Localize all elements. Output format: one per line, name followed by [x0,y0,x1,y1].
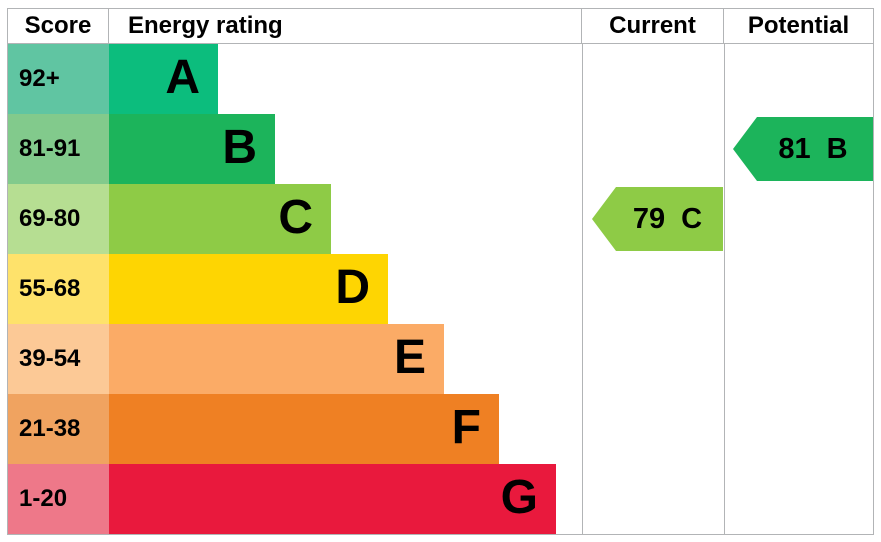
band-row-f: 21-38 F [8,394,873,464]
band-letter: F [451,401,481,454]
current-column-divider [582,44,583,534]
score-column-header: Score [8,9,109,43]
score-range-cell: 1-20 [8,464,109,534]
epc-rating-chart: Score Energy rating Current Potential 92… [7,8,874,535]
band-bar: F [109,394,499,464]
band-row-d: 55-68 D [8,254,873,324]
score-range-cell: 81-91 [8,114,109,184]
band-bar: A [109,44,218,114]
band-row-b: 81-91 B [8,114,873,184]
potential-band-letter: B [826,132,848,165]
score-range-cell: 55-68 [8,254,109,324]
band-letter: E [393,331,426,384]
band-bar: E [109,324,444,394]
current-score-value: 79 [632,202,666,235]
band-row-e: 39-54 E [8,324,873,394]
energy-rating-column-header: Energy rating [109,9,582,43]
band-letter: D [335,261,370,314]
band-bar: G [109,464,556,534]
potential-column-divider [724,44,725,534]
score-range-cell: 21-38 [8,394,109,464]
band-letter: G [500,471,538,524]
band-row-a: 92+ A [8,44,873,114]
band-bar: B [109,114,275,184]
potential-column-header: Potential [747,12,850,39]
header-row: Score Energy rating Current Potential [8,9,873,44]
potential-rating-arrow: 81 B [733,117,873,181]
current-rating-arrow: 79 C [592,187,723,251]
band-letter: A [165,51,200,104]
current-band-letter: C [681,202,703,235]
band-bar: C [109,184,331,254]
band-letter: B [222,121,257,174]
score-range-cell: 69-80 [8,184,109,254]
band-row-g: 1-20 G [8,464,873,534]
score-range-cell: 92+ [8,44,109,114]
band-letter: C [278,191,313,244]
band-bar: D [109,254,388,324]
band-row-c: 69-80 C [8,184,873,254]
score-range-cell: 39-54 [8,324,109,394]
current-column-header: Current [582,9,724,43]
potential-score-value: 81 [778,132,811,165]
